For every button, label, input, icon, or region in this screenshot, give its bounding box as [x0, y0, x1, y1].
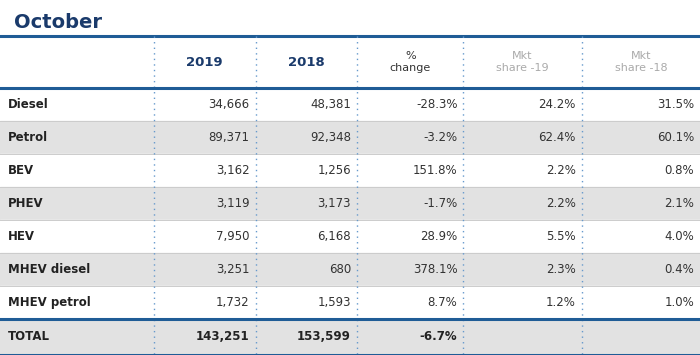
Bar	[0, 220, 700, 253]
Text: October: October	[14, 12, 102, 32]
Text: 2.3%: 2.3%	[546, 263, 575, 276]
Text: 48,381: 48,381	[310, 98, 351, 111]
Text: -1.7%: -1.7%	[423, 197, 457, 210]
Text: 8.7%: 8.7%	[428, 296, 457, 309]
Bar	[0, 187, 700, 220]
Text: 31.5%: 31.5%	[657, 98, 694, 111]
Text: Mkt
share -19: Mkt share -19	[496, 51, 549, 73]
Text: 2.2%: 2.2%	[546, 164, 575, 177]
Text: 5.5%: 5.5%	[546, 230, 575, 243]
Text: 3,119: 3,119	[216, 197, 249, 210]
Bar	[0, 286, 700, 319]
Text: 24.2%: 24.2%	[538, 98, 575, 111]
Bar	[0, 36, 700, 88]
Text: HEV: HEV	[8, 230, 35, 243]
Text: 143,251: 143,251	[196, 331, 249, 344]
Text: 2.2%: 2.2%	[546, 197, 575, 210]
Text: Petrol: Petrol	[8, 131, 48, 144]
Text: Mkt
share -18: Mkt share -18	[615, 51, 667, 73]
Text: 1,732: 1,732	[216, 296, 249, 309]
Text: 680: 680	[329, 263, 351, 276]
Text: 0.8%: 0.8%	[664, 164, 694, 177]
Text: -6.7%: -6.7%	[420, 331, 457, 344]
Text: 3,173: 3,173	[318, 197, 351, 210]
Text: 6,168: 6,168	[317, 230, 351, 243]
Text: 7,950: 7,950	[216, 230, 249, 243]
Text: 2.1%: 2.1%	[664, 197, 694, 210]
Text: 1.2%: 1.2%	[546, 296, 575, 309]
Text: 28.9%: 28.9%	[420, 230, 457, 243]
Bar	[0, 121, 700, 154]
Text: MHEV diesel: MHEV diesel	[8, 263, 90, 276]
Text: 0.4%: 0.4%	[664, 263, 694, 276]
Text: PHEV: PHEV	[8, 197, 43, 210]
Text: MHEV petrol: MHEV petrol	[8, 296, 91, 309]
Text: 1,256: 1,256	[317, 164, 351, 177]
Text: 62.4%: 62.4%	[538, 131, 575, 144]
Text: 34,666: 34,666	[209, 98, 249, 111]
Text: 3,162: 3,162	[216, 164, 249, 177]
Text: -3.2%: -3.2%	[424, 131, 457, 144]
Bar	[0, 253, 700, 286]
Text: %
change: % change	[390, 51, 430, 73]
Bar	[0, 88, 700, 121]
Text: 89,371: 89,371	[209, 131, 249, 144]
Text: -28.3%: -28.3%	[416, 98, 457, 111]
Text: 1.0%: 1.0%	[664, 296, 694, 309]
Text: 2018: 2018	[288, 55, 325, 69]
Text: 2019: 2019	[186, 55, 223, 69]
Text: 153,599: 153,599	[297, 331, 351, 344]
Bar	[0, 319, 700, 355]
Text: 1,593: 1,593	[318, 296, 351, 309]
Text: Diesel: Diesel	[8, 98, 49, 111]
Text: 378.1%: 378.1%	[413, 263, 457, 276]
Text: 60.1%: 60.1%	[657, 131, 694, 144]
Text: 4.0%: 4.0%	[664, 230, 694, 243]
Text: 3,251: 3,251	[216, 263, 249, 276]
Text: 151.8%: 151.8%	[413, 164, 457, 177]
Bar	[0, 154, 700, 187]
Text: BEV: BEV	[8, 164, 34, 177]
Text: TOTAL: TOTAL	[8, 331, 50, 344]
Text: 92,348: 92,348	[310, 131, 351, 144]
